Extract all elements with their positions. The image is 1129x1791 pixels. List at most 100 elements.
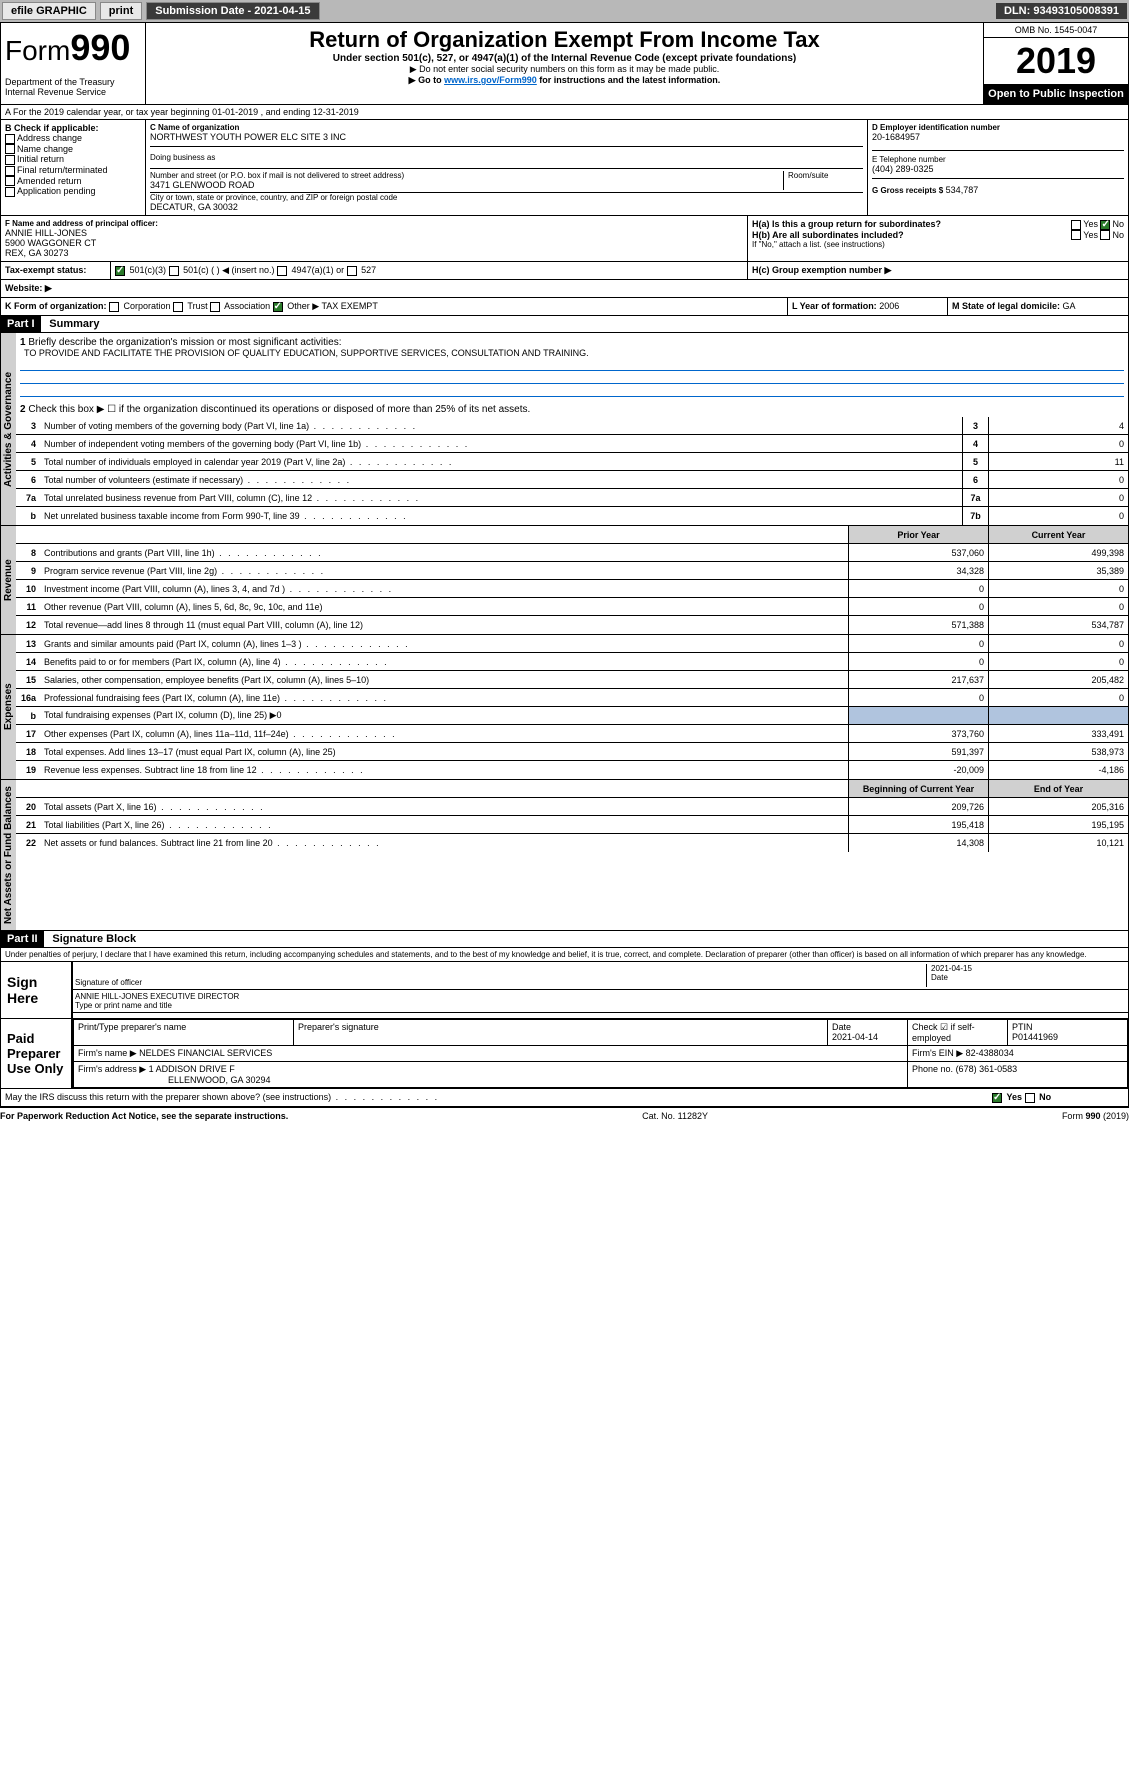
check-trust[interactable] <box>173 302 183 312</box>
check-527[interactable] <box>347 266 357 276</box>
check-pending-label: Application pending <box>17 186 96 196</box>
line22-curr: 10,121 <box>988 834 1128 852</box>
instr2-pre: ▶ Go to <box>409 75 444 85</box>
governance-label: Activities & Governance <box>1 333 16 525</box>
print-button[interactable]: print <box>100 2 142 20</box>
efile-button[interactable]: efile GRAPHIC <box>2 2 96 20</box>
prep-col2: Preparer's signature <box>294 1020 828 1046</box>
hc-label: H(c) Group exemption number ▶ <box>748 262 1128 279</box>
line15-desc: Salaries, other compensation, employee b… <box>40 673 848 687</box>
prior-year-hdr: Prior Year <box>848 526 988 543</box>
check-pending[interactable] <box>5 187 15 197</box>
form-label: Form <box>5 35 70 66</box>
line7a-val: 0 <box>988 489 1128 506</box>
ein: 20-1684957 <box>872 132 1124 142</box>
line21-curr: 195,195 <box>988 816 1128 833</box>
city-label: City or town, state or province, country… <box>150 193 863 202</box>
firm-name: NELDES FINANCIAL SERVICES <box>139 1048 272 1058</box>
check-corp[interactable] <box>109 302 119 312</box>
line13-prior: 0 <box>848 635 988 652</box>
form-header: Form990 Department of the Treasury Inter… <box>0 22 1129 105</box>
opt-4947: 4947(a)(1) or <box>292 265 345 275</box>
room-label: Room/suite <box>783 171 863 190</box>
firm-addr-label: Firm's address ▶ <box>78 1064 146 1074</box>
check-4947[interactable] <box>277 266 287 276</box>
ha-yes[interactable] <box>1071 220 1081 230</box>
firm-name-label: Firm's name ▶ <box>78 1048 137 1058</box>
prep-col3-label: Date <box>832 1022 851 1032</box>
box-e-label: E Telephone number <box>872 155 1124 164</box>
opt-other: Other ▶ <box>287 301 319 311</box>
dba-label: Doing business as <box>150 153 863 162</box>
page-footer: For Paperwork Reduction Act Notice, see … <box>0 1107 1129 1124</box>
part1-title: Summary <box>43 316 105 332</box>
officer-addr1: 5900 WAGGONER CT <box>5 238 743 248</box>
line8-curr: 499,398 <box>988 544 1128 561</box>
check-address[interactable] <box>5 134 15 144</box>
submission-date: Submission Date - 2021-04-15 <box>146 2 319 20</box>
other-val: TAX EXEMPT <box>321 301 377 311</box>
line19-curr: -4,186 <box>988 761 1128 779</box>
hb-no[interactable] <box>1100 230 1110 240</box>
ha-label: H(a) Is this a group return for subordin… <box>752 219 1071 230</box>
line1-desc: Briefly describe the organization's miss… <box>28 337 341 348</box>
line10-prior: 0 <box>848 580 988 597</box>
line19-desc: Revenue less expenses. Subtract line 18 … <box>40 763 848 777</box>
netassets-section: Net Assets or Fund Balances Beginning of… <box>0 780 1129 931</box>
firm-city: ELLENWOOD, GA 30294 <box>78 1075 271 1085</box>
preparer-table: Print/Type preparer's name Preparer's si… <box>73 1019 1128 1088</box>
footer-mid: Cat. No. 11282Y <box>288 1111 1062 1121</box>
check-501c3[interactable] <box>115 266 125 276</box>
check-name-label: Name change <box>17 144 73 154</box>
top-toolbar: efile GRAPHIC print Submission Date - 20… <box>0 0 1129 22</box>
line16b-prior <box>848 707 988 724</box>
sig-date-label: Date <box>931 973 1126 982</box>
check-final-label: Final return/terminated <box>17 165 108 175</box>
line18-desc: Total expenses. Add lines 13–17 (must eq… <box>40 745 848 759</box>
year-formation: 2006 <box>879 301 899 311</box>
opt-trust: Trust <box>187 301 207 311</box>
line9-prior: 34,328 <box>848 562 988 579</box>
revenue-label: Revenue <box>1 526 16 634</box>
line6-desc: Total number of volunteers (estimate if … <box>40 473 962 487</box>
line4-val: 0 <box>988 435 1128 452</box>
form-number: 990 <box>70 27 130 68</box>
ha-no[interactable] <box>1100 220 1110 230</box>
line17-curr: 333,491 <box>988 725 1128 742</box>
prep-check: Check ☑ if self-employed <box>908 1020 1008 1046</box>
irs-link[interactable]: www.irs.gov/Form990 <box>444 75 537 85</box>
expenses-section: Expenses 13Grants and similar amounts pa… <box>0 635 1129 780</box>
line14-curr: 0 <box>988 653 1128 670</box>
check-final[interactable] <box>5 166 15 176</box>
begin-year-hdr: Beginning of Current Year <box>848 780 988 797</box>
line8-prior: 537,060 <box>848 544 988 561</box>
discuss-no[interactable] <box>1025 1093 1035 1103</box>
hb-yes[interactable] <box>1071 230 1081 240</box>
main-title: Return of Organization Exempt From Incom… <box>154 27 975 53</box>
org-name: NORTHWEST YOUTH POWER ELC SITE 3 INC <box>150 132 863 142</box>
discuss-yes[interactable] <box>992 1093 1002 1103</box>
line9-desc: Program service revenue (Part VIII, line… <box>40 564 848 578</box>
check-other[interactable] <box>273 302 283 312</box>
line18-prior: 591,397 <box>848 743 988 760</box>
hb-label: H(b) Are all subordinates included? <box>752 230 1071 241</box>
line16a-desc: Professional fundraising fees (Part IX, … <box>40 691 848 705</box>
paid-preparer-label: Paid Preparer Use Only <box>1 1019 71 1088</box>
governance-section: Activities & Governance 1 Briefly descri… <box>0 333 1129 526</box>
line7b-box: 7b <box>962 507 988 525</box>
sign-here-label: Sign Here <box>1 962 71 1018</box>
check-assoc[interactable] <box>210 302 220 312</box>
hb-note: If "No," attach a list. (see instruction… <box>752 240 1124 249</box>
check-amended[interactable] <box>5 176 15 186</box>
line5-desc: Total number of individuals employed in … <box>40 455 962 469</box>
line20-curr: 205,316 <box>988 798 1128 815</box>
check-address-label: Address change <box>17 133 82 143</box>
discuss-row: May the IRS discuss this return with the… <box>0 1089 1129 1107</box>
check-name[interactable] <box>5 144 15 154</box>
check-501c[interactable] <box>169 266 179 276</box>
line7a-desc: Total unrelated business revenue from Pa… <box>40 491 962 505</box>
line5-val: 11 <box>988 453 1128 470</box>
firm-ein-label: Firm's EIN ▶ <box>912 1048 963 1058</box>
check-initial[interactable] <box>5 155 15 165</box>
firm-addr: 1 ADDISON DRIVE F <box>149 1064 235 1074</box>
